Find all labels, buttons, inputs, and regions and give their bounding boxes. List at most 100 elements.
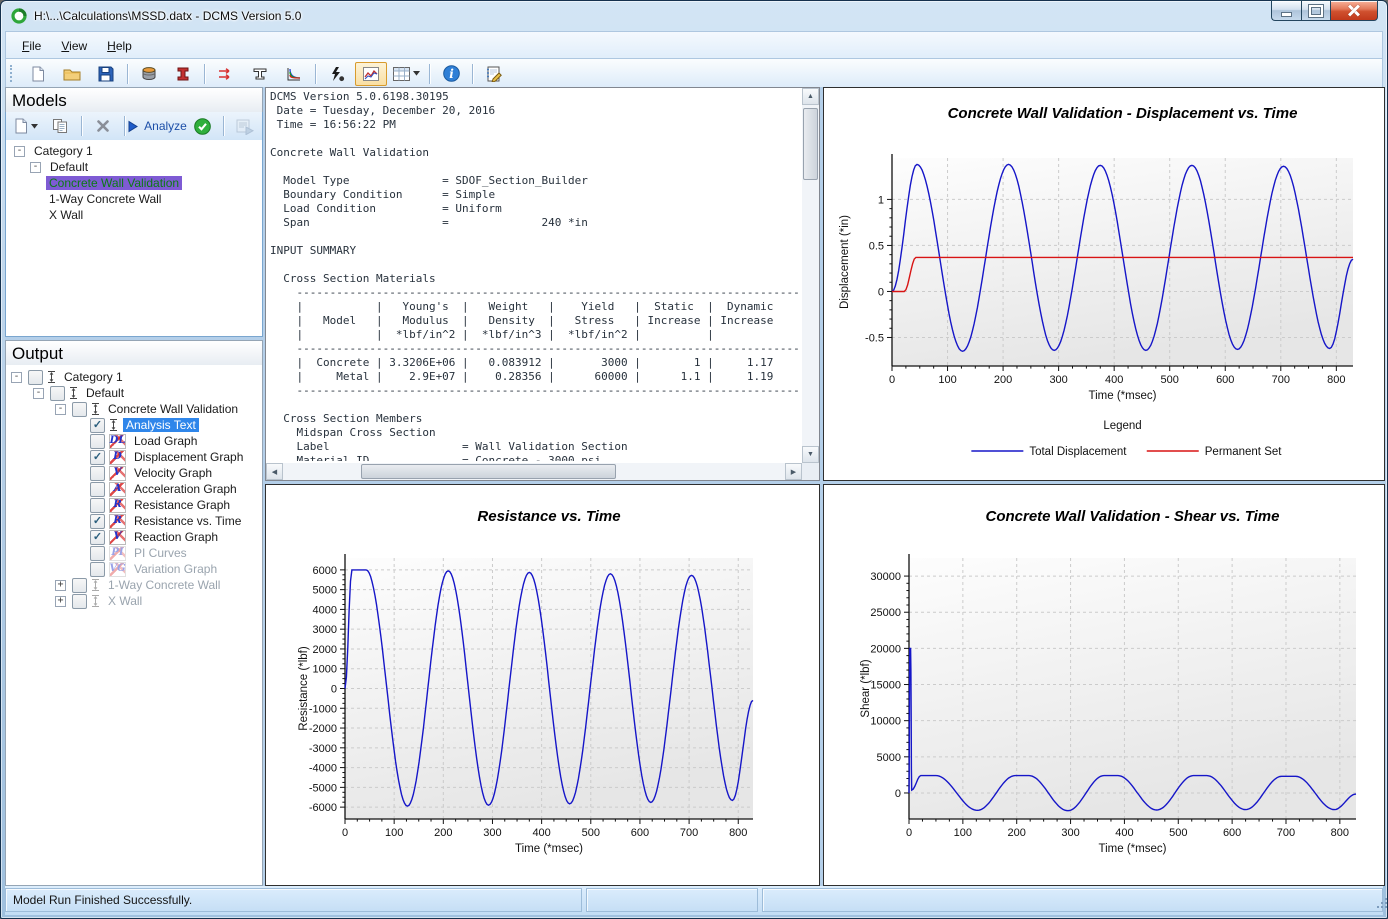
charts-view-button[interactable] — [355, 61, 387, 86]
maximize-icon — [1309, 4, 1323, 17]
models-tree-item[interactable]: - Default — [6, 159, 262, 175]
svg-text:1: 1 — [878, 194, 884, 206]
menu-view[interactable]: View — [61, 38, 88, 53]
tree-checkbox[interactable] — [90, 497, 105, 513]
menu-help[interactable]: Help — [107, 38, 132, 53]
svg-text:100: 100 — [385, 827, 403, 839]
tree-expander[interactable]: + — [55, 595, 66, 607]
new-model-button[interactable] — [10, 114, 42, 138]
xmark-icon — [96, 119, 110, 133]
output-tree-item[interactable]: - Default — [6, 385, 262, 401]
tree-expander[interactable]: - — [14, 145, 25, 157]
batch-run-button[interactable] — [229, 114, 261, 138]
scroll-down-button[interactable]: ▼ — [802, 446, 819, 463]
scroll-up-button[interactable]: ▲ — [802, 88, 819, 105]
models-tree-item[interactable]: Concrete Wall Validation — [6, 175, 262, 191]
tree-checkbox[interactable] — [90, 513, 105, 529]
models-tree-item[interactable]: 1-Way Concrete Wall — [6, 191, 262, 207]
tree-checkbox[interactable] — [90, 433, 105, 449]
run-analysis-button[interactable] — [321, 62, 353, 86]
tree-checkbox[interactable] — [90, 481, 105, 497]
copy-icon — [52, 118, 68, 134]
tree-expander[interactable]: - — [33, 387, 44, 399]
svg-text:0: 0 — [895, 788, 901, 800]
table-view-button[interactable] — [389, 62, 424, 86]
output-tree-item[interactable]: +1-Way Concrete Wall — [6, 577, 262, 593]
output-tree-item[interactable]: A Acceleration Graph — [6, 481, 262, 497]
legend-entry: Total Displacement — [1029, 446, 1127, 458]
tree-checkbox[interactable] — [72, 401, 87, 417]
models-tree-item[interactable]: - Category 1 — [6, 143, 262, 159]
svg-text:400: 400 — [1115, 827, 1133, 839]
beam-designer-button[interactable] — [167, 62, 199, 86]
tree-checkbox[interactable] — [90, 545, 105, 561]
title-bar[interactable]: H:\...\Calculations\MSSD.datx - DCMS Ver… — [1, 0, 1387, 31]
tree-expander[interactable]: + — [55, 579, 66, 591]
models-tree-label: Category 1 — [34, 144, 93, 158]
output-tree-item[interactable]: DL Load Graph — [6, 433, 262, 449]
output-tree-item[interactable]: R Resistance Graph — [6, 497, 262, 513]
svg-text:3000: 3000 — [313, 624, 337, 636]
tree-expander[interactable]: - — [55, 403, 66, 415]
analyze-status-icon[interactable] — [186, 114, 218, 138]
save-icon — [98, 66, 114, 82]
tree-checkbox[interactable] — [50, 385, 65, 401]
tree-checkbox[interactable] — [28, 369, 43, 385]
menu-file[interactable]: File — [22, 38, 42, 53]
svg-text:300: 300 — [483, 827, 501, 839]
about-button[interactable]: i — [435, 62, 467, 86]
toolbar-grip[interactable] — [10, 65, 16, 82]
x-axis-label: Time (*msec) — [1089, 390, 1157, 402]
output-tree-item[interactable]: PI PI Curves — [6, 545, 262, 561]
y-axis-label: Displacement (*in) — [839, 215, 851, 309]
save-file-button[interactable] — [90, 62, 122, 86]
pi-curves-button[interactable] — [278, 62, 310, 86]
scroll-right-button[interactable]: ▶ — [785, 463, 802, 480]
output-tree-label: 1-Way Concrete Wall — [108, 578, 221, 592]
maximize-button[interactable] — [1301, 0, 1330, 21]
open-file-button[interactable] — [56, 62, 88, 86]
tree-expander[interactable]: - — [11, 371, 22, 383]
tree-checkbox[interactable] — [72, 577, 87, 593]
tree-checkbox[interactable] — [90, 529, 105, 545]
delete-model-button[interactable] — [87, 114, 119, 138]
svg-text:30000: 30000 — [870, 571, 901, 583]
output-tree-item[interactable]: - Concrete Wall Validation — [6, 401, 262, 417]
output-tree-item[interactable]: V Velocity Graph — [6, 465, 262, 481]
minimize-button[interactable] — [1271, 0, 1301, 21]
output-tree-item[interactable]: D Displacement Graph — [6, 449, 262, 465]
tree-checkbox[interactable] — [72, 593, 87, 609]
models-tree-item[interactable]: X Wall — [6, 207, 262, 223]
tree-checkbox[interactable] — [90, 465, 105, 481]
report-icon — [485, 66, 503, 82]
tree-checkbox[interactable] — [90, 449, 105, 465]
output-tree-item[interactable]: - Category 1 — [6, 369, 262, 385]
horizontal-scroll-thumb[interactable] — [361, 464, 616, 479]
tree-checkbox[interactable] — [90, 561, 105, 577]
resize-grip[interactable] — [1377, 906, 1379, 908]
main-area: Models Analyze - Category 1- Default Concre… — [5, 87, 1385, 886]
svg-text:0: 0 — [878, 286, 884, 298]
output-tree-item[interactable]: VG Variation Graph — [6, 561, 262, 577]
vertical-scrollbar[interactable]: ▲ ▼ — [802, 88, 819, 463]
svg-text:400: 400 — [532, 827, 550, 839]
output-tree-item[interactable]: Analysis Text — [6, 417, 262, 433]
output-tree-item[interactable]: R Resistance vs. Time — [6, 513, 262, 529]
scroll-left-button[interactable]: ◀ — [266, 463, 283, 480]
new-file-button[interactable] — [22, 62, 54, 86]
tree-expander[interactable]: - — [30, 161, 41, 173]
output-tree-item[interactable]: + X Wall — [6, 593, 262, 609]
svg-text:0: 0 — [889, 374, 895, 386]
section-builder-button[interactable] — [133, 62, 165, 86]
output-tree-item[interactable]: V Reaction Graph — [6, 529, 262, 545]
analyze-button[interactable]: Analyze — [128, 114, 187, 138]
horizontal-scrollbar[interactable]: ◀ ▶ — [266, 463, 802, 480]
copy-model-button[interactable] — [44, 114, 76, 138]
report-button[interactable] — [478, 62, 510, 86]
loads-button[interactable] — [210, 62, 242, 86]
close-button[interactable] — [1330, 0, 1378, 21]
section-tool-button[interactable] — [244, 62, 276, 86]
output-tree-label: Category 1 — [64, 370, 123, 384]
vertical-scroll-thumb[interactable] — [803, 108, 818, 180]
tree-checkbox[interactable] — [90, 417, 105, 433]
